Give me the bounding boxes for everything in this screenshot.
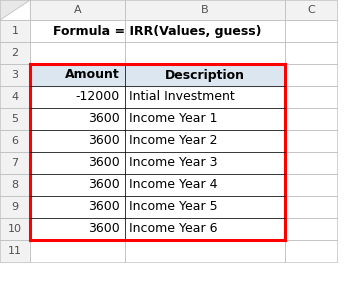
Polygon shape xyxy=(30,0,125,20)
Text: 4: 4 xyxy=(11,92,19,102)
Text: 2: 2 xyxy=(11,48,19,58)
Text: 3600: 3600 xyxy=(88,223,120,235)
Polygon shape xyxy=(285,64,337,86)
Polygon shape xyxy=(285,152,337,174)
Text: 5: 5 xyxy=(11,114,19,124)
Polygon shape xyxy=(125,64,285,86)
Polygon shape xyxy=(285,218,337,240)
Polygon shape xyxy=(285,20,337,42)
Text: Income Year 3: Income Year 3 xyxy=(129,157,217,169)
Polygon shape xyxy=(30,42,125,64)
Polygon shape xyxy=(30,152,125,174)
Polygon shape xyxy=(0,108,30,130)
Text: B: B xyxy=(201,5,209,15)
Text: Income Year 1: Income Year 1 xyxy=(129,112,217,126)
Polygon shape xyxy=(285,0,337,20)
Polygon shape xyxy=(125,218,285,240)
Text: Income Year 6: Income Year 6 xyxy=(129,223,217,235)
Polygon shape xyxy=(0,0,30,20)
Text: Formula = IRR(Values, guess): Formula = IRR(Values, guess) xyxy=(53,24,262,37)
Polygon shape xyxy=(0,174,30,196)
Polygon shape xyxy=(285,86,337,108)
Text: 3600: 3600 xyxy=(88,135,120,148)
Polygon shape xyxy=(0,130,30,152)
Text: A: A xyxy=(74,5,81,15)
Text: Intial Investment: Intial Investment xyxy=(129,90,235,103)
Text: Income Year 5: Income Year 5 xyxy=(129,201,218,214)
Text: 11: 11 xyxy=(8,246,22,256)
Polygon shape xyxy=(30,108,125,130)
Polygon shape xyxy=(30,64,125,86)
Polygon shape xyxy=(30,130,125,152)
Polygon shape xyxy=(30,86,125,108)
Polygon shape xyxy=(0,42,30,64)
Polygon shape xyxy=(285,130,337,152)
Polygon shape xyxy=(0,152,30,174)
Polygon shape xyxy=(285,174,337,196)
Text: 3600: 3600 xyxy=(88,157,120,169)
Text: 3600: 3600 xyxy=(88,112,120,126)
Polygon shape xyxy=(285,196,337,218)
Polygon shape xyxy=(125,20,285,42)
Polygon shape xyxy=(285,42,337,64)
Polygon shape xyxy=(30,196,125,218)
Text: -12000: -12000 xyxy=(76,90,120,103)
Polygon shape xyxy=(285,240,337,262)
Polygon shape xyxy=(0,196,30,218)
Polygon shape xyxy=(0,240,30,262)
Text: 7: 7 xyxy=(11,158,19,168)
Text: Income Year 2: Income Year 2 xyxy=(129,135,217,148)
Polygon shape xyxy=(30,218,125,240)
Text: Description: Description xyxy=(165,69,245,81)
Polygon shape xyxy=(30,174,125,196)
Polygon shape xyxy=(125,86,285,108)
Polygon shape xyxy=(0,64,30,86)
Text: 8: 8 xyxy=(11,180,19,190)
Polygon shape xyxy=(125,152,285,174)
Polygon shape xyxy=(30,240,125,262)
Polygon shape xyxy=(125,240,285,262)
Text: C: C xyxy=(307,5,315,15)
Polygon shape xyxy=(0,218,30,240)
Polygon shape xyxy=(125,42,285,64)
Text: 3600: 3600 xyxy=(88,178,120,191)
Text: 3600: 3600 xyxy=(88,201,120,214)
Polygon shape xyxy=(125,174,285,196)
Text: 10: 10 xyxy=(8,224,22,234)
Polygon shape xyxy=(0,86,30,108)
Text: 9: 9 xyxy=(11,202,19,212)
Text: 3: 3 xyxy=(11,70,19,80)
Polygon shape xyxy=(125,108,285,130)
Text: Income Year 4: Income Year 4 xyxy=(129,178,217,191)
Polygon shape xyxy=(0,20,30,42)
Polygon shape xyxy=(30,64,285,86)
Text: Amount: Amount xyxy=(65,69,120,81)
Polygon shape xyxy=(125,0,285,20)
Polygon shape xyxy=(125,196,285,218)
Polygon shape xyxy=(30,20,125,42)
Polygon shape xyxy=(285,108,337,130)
Text: 6: 6 xyxy=(11,136,19,146)
Polygon shape xyxy=(125,130,285,152)
Text: 1: 1 xyxy=(11,26,19,36)
